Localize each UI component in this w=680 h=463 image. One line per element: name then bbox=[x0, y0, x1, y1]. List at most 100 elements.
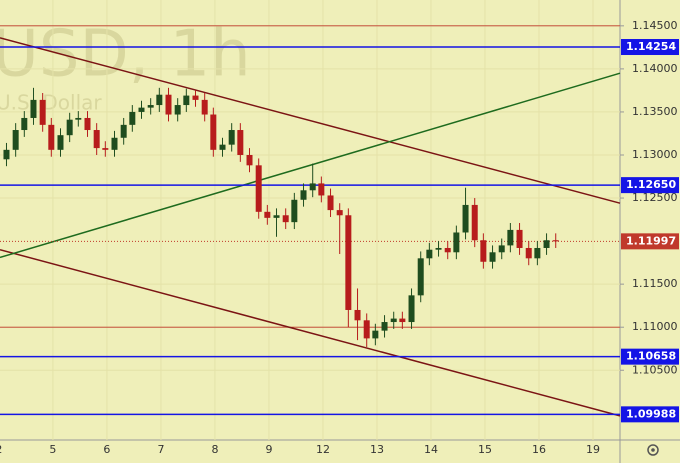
candle-body bbox=[462, 204, 469, 233]
candle-body bbox=[291, 199, 298, 223]
y-tick-label: 1.11000 bbox=[632, 320, 678, 333]
level-label-box bbox=[621, 177, 679, 194]
candle-body bbox=[453, 232, 460, 253]
candle-body bbox=[3, 149, 10, 160]
candle-body bbox=[57, 135, 64, 150]
candle-body bbox=[471, 204, 478, 241]
level-label: 1.12650 bbox=[626, 178, 676, 191]
candle-body bbox=[84, 117, 91, 131]
candle-body bbox=[174, 105, 181, 115]
candle-body bbox=[525, 247, 532, 259]
candle-body bbox=[390, 318, 397, 323]
last-price-box bbox=[621, 233, 679, 250]
candle-body bbox=[219, 144, 226, 150]
x-tick-label: 15 bbox=[478, 443, 492, 456]
candle-body bbox=[417, 258, 424, 296]
candle-body bbox=[534, 247, 541, 259]
candle-body bbox=[138, 107, 145, 112]
y-tick-label: 1.12500 bbox=[632, 191, 678, 204]
y-tick-label: 1.14000 bbox=[632, 62, 678, 75]
candle-body bbox=[435, 247, 442, 250]
level-label: 1.09988 bbox=[626, 407, 676, 420]
candle-body bbox=[156, 94, 163, 106]
x-tick-label: 5 bbox=[49, 443, 56, 456]
trend-line bbox=[0, 37, 621, 204]
candle-body bbox=[381, 322, 388, 331]
candle-body bbox=[336, 210, 343, 216]
settings-icon[interactable] bbox=[647, 444, 659, 456]
candle-body bbox=[426, 249, 433, 259]
candle-body bbox=[282, 215, 289, 223]
candle-body bbox=[246, 154, 253, 166]
y-tick-label: 1.10500 bbox=[632, 363, 678, 376]
candle-body bbox=[237, 130, 244, 155]
candle-body bbox=[129, 111, 136, 125]
x-tick-label: 14 bbox=[424, 443, 438, 456]
candle-body bbox=[444, 247, 451, 253]
candle-body bbox=[318, 183, 325, 196]
candle-body bbox=[210, 114, 217, 150]
candle-body bbox=[399, 318, 406, 323]
x-tick-label: 2 bbox=[0, 443, 2, 456]
candle-body bbox=[93, 130, 100, 149]
candle-body bbox=[480, 240, 487, 262]
candle-body bbox=[408, 295, 415, 323]
level-label: 1.10658 bbox=[626, 350, 676, 363]
x-tick-label: 6 bbox=[103, 443, 110, 456]
candle-body bbox=[327, 195, 334, 211]
candle-body bbox=[363, 320, 370, 339]
candle-body bbox=[39, 99, 46, 125]
watermark-sub: U.S. Dollar bbox=[0, 91, 102, 115]
candle-body bbox=[345, 215, 352, 310]
settings-gear[interactable] bbox=[647, 444, 659, 456]
y-tick-label: 1.11500 bbox=[632, 277, 678, 290]
candle-body bbox=[516, 229, 523, 248]
y-tick-label: 1.13000 bbox=[632, 148, 678, 161]
candle-body bbox=[201, 99, 208, 115]
candle-body bbox=[489, 252, 496, 262]
candle-body bbox=[273, 215, 280, 218]
trend-line bbox=[0, 248, 621, 417]
x-tick-label: 7 bbox=[157, 443, 164, 456]
candle-body bbox=[102, 148, 109, 150]
last-price-label: 1.11997 bbox=[626, 234, 676, 247]
candle-body bbox=[165, 94, 172, 115]
settings-dot[interactable] bbox=[651, 448, 655, 452]
x-tick-label: 8 bbox=[211, 443, 218, 456]
x-tick-label: 9 bbox=[265, 443, 272, 456]
candle-body bbox=[111, 137, 118, 150]
candle-body bbox=[147, 105, 154, 108]
watermark: USD, 1h bbox=[0, 18, 251, 92]
candle-body bbox=[12, 130, 19, 150]
level-label: 1.14254 bbox=[626, 40, 676, 53]
level-label-box bbox=[621, 406, 679, 423]
candle-body bbox=[354, 309, 361, 321]
candle-body bbox=[372, 330, 379, 339]
x-tick-label: 12 bbox=[316, 443, 330, 456]
level-label-box bbox=[621, 348, 679, 365]
y-tick-label: 1.14500 bbox=[632, 19, 678, 32]
candle-body bbox=[264, 211, 271, 218]
candle-body bbox=[552, 240, 559, 242]
candle-body bbox=[183, 95, 190, 106]
candle-body bbox=[255, 165, 262, 212]
level-label-box bbox=[621, 39, 679, 56]
candle-body bbox=[48, 124, 55, 150]
candle-body bbox=[309, 183, 316, 191]
candle-body bbox=[120, 124, 127, 138]
candle-body bbox=[498, 245, 505, 253]
candle-body bbox=[228, 130, 235, 145]
candle-body bbox=[30, 99, 37, 118]
candle-body bbox=[192, 95, 199, 100]
candle-body bbox=[21, 117, 28, 131]
x-tick-label: 13 bbox=[370, 443, 384, 456]
candle-body bbox=[507, 229, 514, 246]
candle-body bbox=[543, 240, 550, 248]
x-tick-label: 19 bbox=[586, 443, 600, 456]
candle-body bbox=[300, 190, 307, 200]
y-tick-label: 1.13500 bbox=[632, 105, 678, 118]
candle-body bbox=[75, 117, 82, 120]
trend-line bbox=[0, 72, 621, 259]
candle-body bbox=[66, 119, 73, 136]
